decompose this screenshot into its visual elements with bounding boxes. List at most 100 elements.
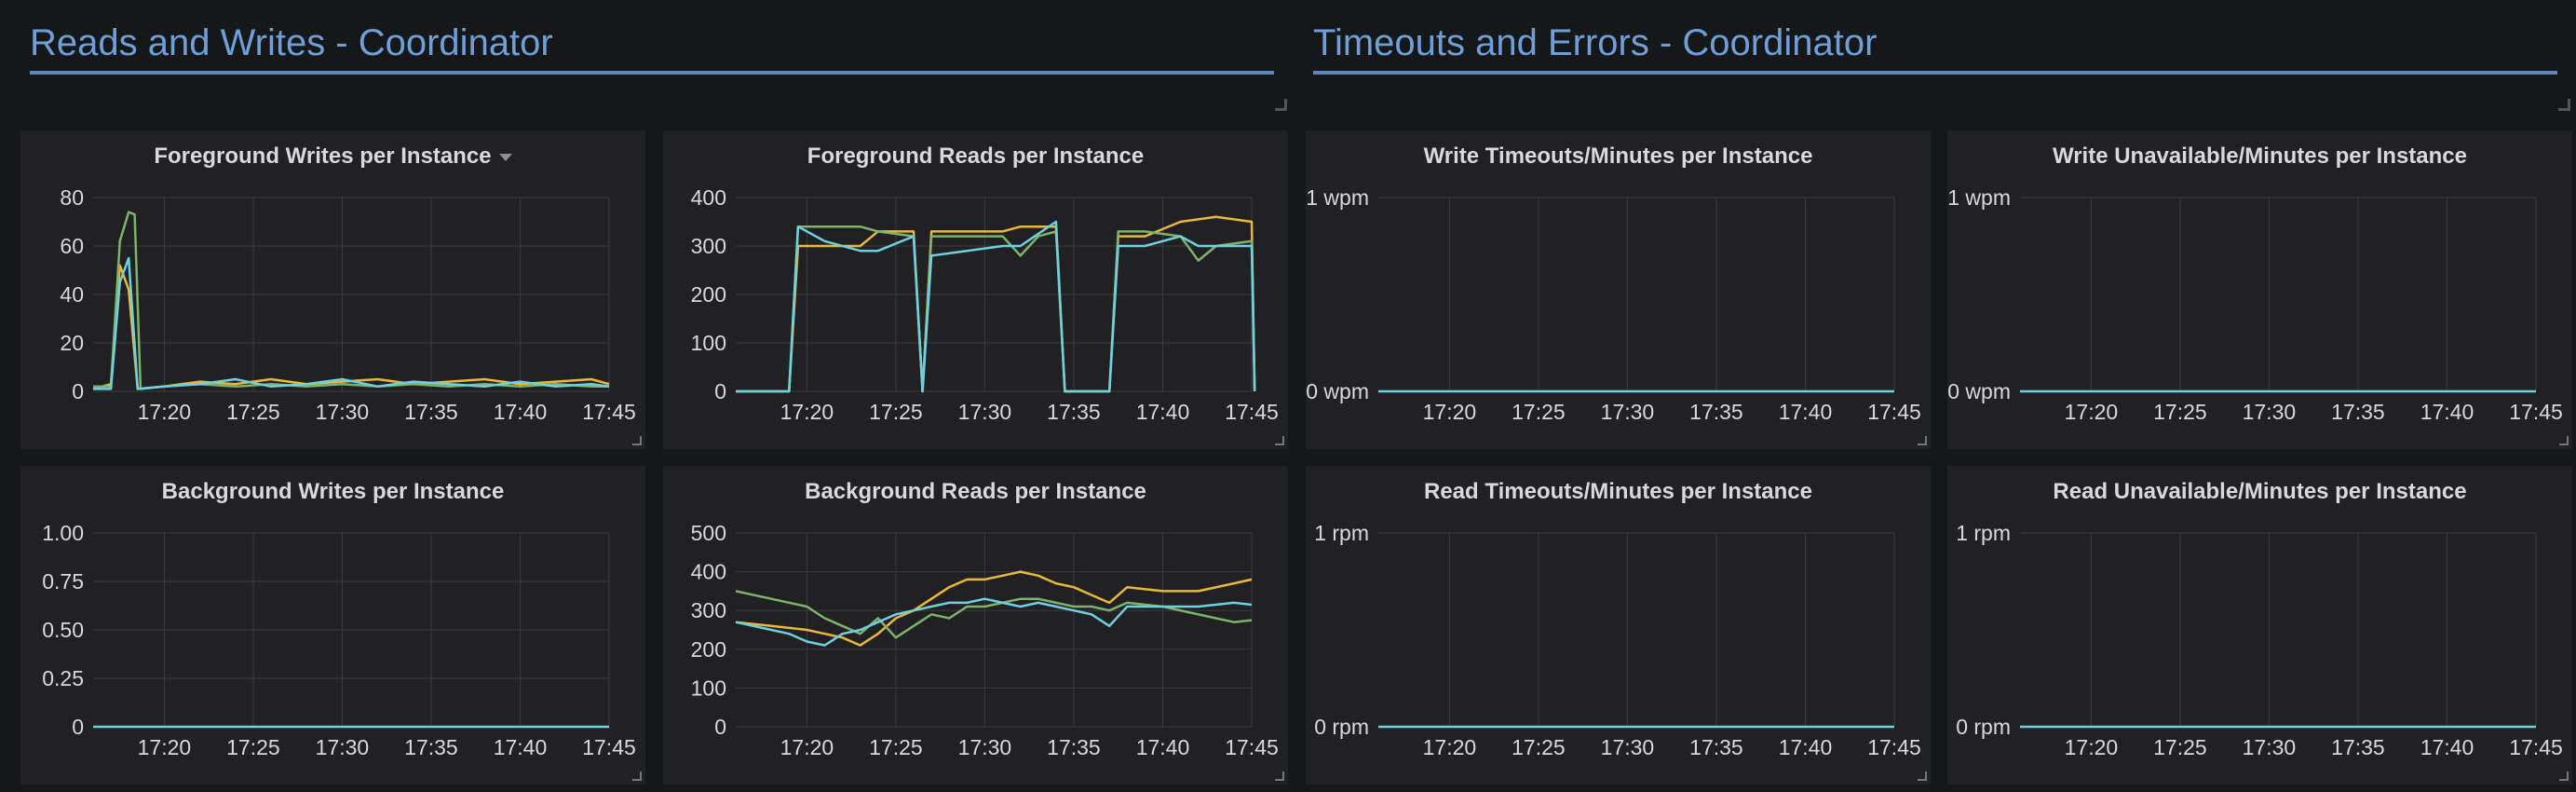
series-line xyxy=(92,264,610,390)
x-tick-label: 17:25 xyxy=(869,400,923,424)
chart-foreground-writes: 0 20 40 60 80 17:20 17:25 17:30 17:35 17:40 17:45 xyxy=(60,185,635,424)
x-tick-label: 17:25 xyxy=(2153,400,2207,424)
y-tick-label: 0 xyxy=(72,379,84,403)
chart-read-timeouts: 0 rpm 1 rpm 17:20 17:25 17:30 17:35 17:40 17:45 xyxy=(1314,521,1921,759)
panel-title[interactable]: Read Unavailable/Minutes per Instance xyxy=(2053,479,2467,504)
y-tick-label: 0 rpm xyxy=(1314,715,1369,739)
row-divider xyxy=(30,71,1274,75)
panel-background-writes: Background Writes per Instance 0 0.25 0.50… xyxy=(20,466,645,785)
series-line xyxy=(735,597,1253,647)
x-tick-label: 17:25 xyxy=(1512,400,1566,424)
y-tick-label: 1.00 xyxy=(42,521,84,545)
x-tick-label: 17:35 xyxy=(404,400,458,424)
x-tick-label: 17:25 xyxy=(226,735,280,759)
x-tick-label: 17:25 xyxy=(2153,735,2207,759)
y-tick-label: 0 wpm xyxy=(1306,379,1369,403)
x-tick-label: 17:20 xyxy=(138,735,192,759)
panel-foreground-reads: Foreground Reads per Instance 0 100 200 300… xyxy=(663,130,1288,449)
x-tick-label: 17:35 xyxy=(2331,735,2385,759)
panel-resize-handle[interactable] xyxy=(2559,772,2569,781)
y-tick-label: 0 rpm xyxy=(1956,715,2011,739)
series-line xyxy=(93,256,610,390)
series-line xyxy=(735,570,1253,647)
series-line xyxy=(736,215,1256,393)
row-title[interactable]: Timeouts and Errors - Coordinator xyxy=(1313,22,1878,63)
panel-title[interactable]: Write Timeouts/Minutes per Instance xyxy=(1423,143,1813,169)
panel-resize-handle[interactable] xyxy=(1918,436,1927,445)
x-tick-label: 17:45 xyxy=(1225,735,1279,759)
y-tick-label: 1 wpm xyxy=(1306,185,1369,210)
panel-resize-handle[interactable] xyxy=(1918,772,1927,781)
y-tick-label: 0.75 xyxy=(42,569,84,594)
panel-resize-handle[interactable] xyxy=(2559,436,2569,445)
chart-read-unavailable: 0 rpm 1 rpm 17:20 17:25 17:30 17:35 17:40 17:45 xyxy=(1956,521,2563,759)
panel-background-reads: Background Reads per Instance 0 100 200 300… xyxy=(663,466,1288,785)
y-tick-label: 0 xyxy=(714,379,726,403)
panel-resize-handle[interactable] xyxy=(632,436,642,445)
panel-title-text[interactable]: Foreground Writes per Instance xyxy=(154,143,492,169)
panel-write-unavailable: Write Unavailable/Minutes per Instance 0… xyxy=(1947,130,2572,449)
x-tick-label: 17:30 xyxy=(958,400,1012,424)
x-tick-label: 17:40 xyxy=(1779,735,1833,759)
panel-foreground-writes: Foreground Writes per Instance 0 20 40 60 80… xyxy=(20,130,645,449)
row-timeouts-errors: Timeouts and Errors - Coordinator xyxy=(1313,0,2570,111)
y-tick-label: 500 xyxy=(691,521,726,545)
panel-title[interactable]: Foreground Reads per Instance xyxy=(807,143,1145,169)
y-tick-label: 100 xyxy=(691,676,726,700)
series-line xyxy=(735,590,1253,639)
panel-read-timeouts: Read Timeouts/Minutes per Instance 0 rpm… xyxy=(1306,466,1931,785)
panel-write-timeouts: Write Timeouts/Minutes per Instance 0 wp… xyxy=(1306,130,1931,449)
series-line xyxy=(93,211,609,390)
x-tick-label: 17:40 xyxy=(2420,400,2474,424)
chart-foreground-reads: 0 100 200 300 400 17:20 17:25 17:30 17:35 17:40 17… xyxy=(691,185,1279,424)
x-tick-label: 17:35 xyxy=(2331,400,2385,424)
x-tick-label: 17:30 xyxy=(316,735,370,759)
x-tick-label: 17:20 xyxy=(1423,735,1477,759)
panel-resize-handle[interactable] xyxy=(1275,772,1284,781)
row-resize-handle[interactable] xyxy=(2558,99,2570,111)
y-tick-label: 0.50 xyxy=(42,618,84,642)
x-tick-label: 17:45 xyxy=(2509,400,2563,424)
row-divider xyxy=(1313,71,2557,75)
panel-title[interactable]: Foreground Writes per Instance xyxy=(20,143,645,170)
x-tick-label: 17:30 xyxy=(1601,400,1655,424)
row-title[interactable]: Reads and Writes - Coordinator xyxy=(30,22,553,63)
panel-title[interactable]: Write Unavailable/Minutes per Instance xyxy=(2052,143,2468,169)
x-tick-label: 17:30 xyxy=(2243,400,2297,424)
chart-background-reads: 0 100 200 300 400 500 17:20 17:25 17:30 17:35 17:4… xyxy=(691,521,1279,759)
panel-title[interactable]: Background Writes per Instance xyxy=(161,479,505,504)
row-reads-writes: Reads and Writes - Coordinator xyxy=(30,0,1287,111)
panel-title[interactable]: Read Timeouts/Minutes per Instance xyxy=(1424,479,1812,504)
x-tick-label: 17:20 xyxy=(1423,400,1477,424)
y-tick-label: 20 xyxy=(60,331,84,355)
x-tick-label: 17:40 xyxy=(494,400,548,424)
x-tick-label: 17:25 xyxy=(1512,735,1566,759)
x-tick-label: 17:40 xyxy=(2420,735,2474,759)
x-tick-label: 17:35 xyxy=(1689,735,1743,759)
row-resize-handle[interactable] xyxy=(1275,99,1287,111)
panel-resize-handle[interactable] xyxy=(1275,436,1284,445)
x-tick-label: 17:20 xyxy=(2065,400,2119,424)
x-tick-label: 17:35 xyxy=(1689,400,1743,424)
panel-resize-handle[interactable] xyxy=(632,772,642,781)
x-tick-label: 17:35 xyxy=(1047,735,1101,759)
x-tick-label: 17:35 xyxy=(404,735,458,759)
y-tick-label: 400 xyxy=(691,560,726,584)
panel-title[interactable]: Background Reads per Instance xyxy=(805,479,1146,504)
x-tick-label: 17:20 xyxy=(780,400,834,424)
x-tick-label: 17:20 xyxy=(138,400,192,424)
x-tick-label: 17:40 xyxy=(1136,735,1190,759)
y-tick-label: 1 wpm xyxy=(1947,185,2011,210)
y-tick-label: 1 rpm xyxy=(1314,521,1369,545)
x-tick-label: 17:30 xyxy=(958,735,1012,759)
y-tick-label: 300 xyxy=(691,598,726,622)
x-tick-label: 17:45 xyxy=(1867,400,1921,424)
chevron-down-icon[interactable] xyxy=(498,153,512,161)
x-tick-label: 17:20 xyxy=(780,735,834,759)
x-tick-label: 17:45 xyxy=(2509,735,2563,759)
x-tick-label: 17:40 xyxy=(494,735,548,759)
series-line xyxy=(736,220,1256,393)
y-tick-label: 0.25 xyxy=(42,666,84,690)
x-tick-label: 17:35 xyxy=(1047,400,1101,424)
chart-background-writes: 0 0.25 0.50 0.75 1.00 17:20 17:25 17:30 17:35 17:… xyxy=(42,521,636,759)
